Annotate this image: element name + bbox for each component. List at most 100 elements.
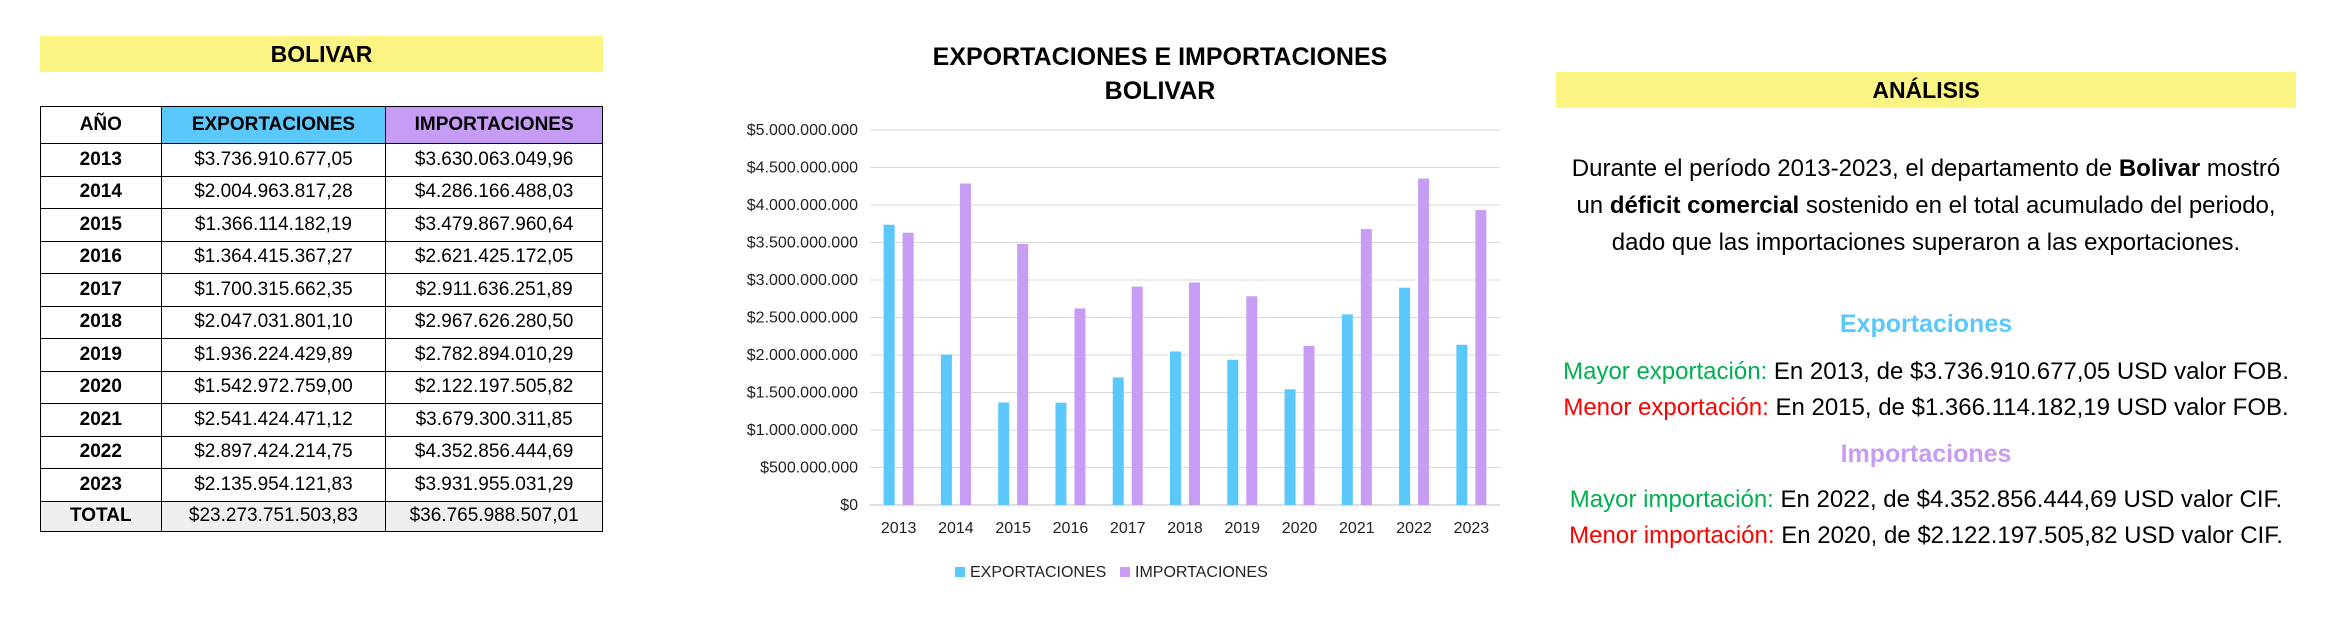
data-table: AÑO EXPORTACIONES IMPORTACIONES 2013 $3.7… (40, 106, 603, 532)
row-imports: $3.679.300.311,85 (385, 403, 603, 437)
chart-subtitle: BOLIVAR (1104, 77, 1216, 105)
bar-importaciones (1475, 210, 1487, 505)
row-exports: $1.542.972.759,00 (160, 370, 387, 404)
bar-importaciones (959, 183, 971, 505)
bar-exportaciones (1055, 402, 1067, 505)
bar-exportaciones (1399, 287, 1411, 505)
row-year: 2013 (40, 143, 162, 177)
row-exports: $1.700.315.662,35 (160, 273, 387, 307)
bar-importaciones (1246, 296, 1258, 505)
x-tick-label: 2020 (1282, 520, 1318, 537)
row-exports: $2.897.424.214,75 (160, 435, 387, 469)
x-tick-label: 2019 (1224, 520, 1260, 537)
bar-exportaciones (1456, 344, 1468, 505)
summary-text-3: sostenido en el total acumulado del peri… (1611, 192, 2276, 256)
table-body: 2013 $3.736.910.677,05 $3.630.063.049,96 20… (40, 143, 603, 532)
summary-text-2: mostró un (1576, 155, 2281, 219)
bar-chart: $0 $500.000.000 $1.000.000.000 $1.500.000.0… (747, 122, 1500, 581)
y-tick-label: $2.500.000.000 (747, 310, 858, 327)
y-tick-label: $3.500.000.000 (747, 235, 858, 252)
row-imports: $2.621.425.172,05 (385, 240, 603, 274)
row-imports: $2.967.626.280,50 (385, 305, 603, 339)
table-row: 2022 $2.897.424.214,75 $4.352.856.444,69 (40, 435, 603, 469)
bar-importaciones (1360, 229, 1372, 505)
bar-importaciones (1017, 244, 1029, 506)
summary-text-1: Durante el período 2013-2023, el departa… (1571, 155, 2119, 182)
bar-importaciones (1418, 178, 1430, 505)
table-row: 2020 $1.542.972.759,00 $2.122.197.505,82 (40, 370, 603, 404)
x-tick-label: 2017 (1110, 520, 1146, 537)
total-exports: $23.273.751.503,83 (160, 500, 387, 532)
table-banner: BOLIVAR (40, 36, 603, 72)
y-tick-label: $1.500.000.000 (747, 385, 858, 402)
y-tick-label: $2.000.000.000 (747, 347, 858, 364)
row-year: 2018 (40, 305, 162, 339)
imports-max-text: En 2022, de $4.352.856.444,69 USD valor … (1773, 486, 2283, 513)
row-exports: $2.004.963.817,28 (160, 175, 387, 209)
table-row: 2017 $1.700.315.662,35 $2.911.636.251,89 (40, 273, 603, 307)
row-imports: $2.122.197.505,82 (385, 370, 603, 404)
row-exports: $1.366.114.182,19 (160, 208, 387, 242)
row-year: 2019 (40, 338, 162, 372)
row-year: 2015 (40, 208, 162, 242)
imports-section-title: Importaciones (1840, 440, 2012, 468)
legend-swatch (1120, 567, 1130, 577)
row-year: 2022 (40, 435, 162, 469)
y-tick-label: $500.000.000 (760, 460, 858, 477)
row-exports: $2.135.954.121,83 (160, 468, 387, 502)
y-tick-label: $4.500.000.000 (747, 160, 858, 177)
total-imports: $36.765.988.507,01 (385, 500, 603, 532)
imports-max-label: Mayor importación: (1569, 486, 1774, 513)
row-year: 2014 (40, 175, 162, 209)
row-imports: $4.286.166.488,03 (385, 175, 603, 209)
exports-section-title: Exportaciones (1839, 310, 2013, 338)
exports-max-text: En 2013, de $3.736.910.677,05 USD valor … (1767, 358, 2289, 385)
row-year: 2020 (40, 370, 162, 404)
summary-bold-deficit: déficit comercial (1609, 192, 1800, 219)
row-imports: $2.911.636.251,89 (385, 273, 603, 307)
bar-importaciones (1189, 282, 1200, 505)
y-tick-label: $0 (840, 497, 858, 514)
bar-exportaciones (1341, 314, 1353, 505)
legend-label: EXPORTACIONES (970, 564, 1106, 581)
bar-exportaciones (940, 354, 952, 505)
y-tick-label: $4.000.000.000 (747, 197, 858, 214)
x-tick-label: 2023 (1454, 520, 1490, 537)
row-year: 2017 (40, 273, 162, 307)
y-tick-label: $1.000.000.000 (747, 422, 858, 439)
bar-exportaciones (1284, 389, 1296, 505)
y-tick-label: $5.000.000.000 (747, 122, 858, 139)
imports-max-line: Mayor importación: En 2022, de $4.352.85… (1556, 486, 2296, 514)
analysis-summary: Durante el período 2013-2023, el departa… (1556, 150, 2296, 261)
header-imports: IMPORTACIONES (385, 106, 603, 144)
imports-min-label: Menor importación: (1569, 522, 1775, 549)
table-row: 2021 $2.541.424.471,12 $3.679.300.311,85 (40, 403, 603, 437)
x-tick-label: 2014 (938, 520, 974, 537)
bar-importaciones (1074, 308, 1086, 505)
analysis-banner: ANÁLISIS (1556, 72, 2296, 108)
imports-min-text: En 2020, de $2.122.197.505,82 USD valor … (1774, 522, 2283, 549)
legend-label: IMPORTACIONES (1135, 564, 1268, 581)
row-year: 2016 (40, 240, 162, 274)
row-imports: $3.479.867.960,64 (385, 208, 603, 242)
x-tick-label: 2015 (995, 520, 1031, 537)
chart-title-block: EXPORTACIONES E IMPORTACIONES BOLIVAR (840, 40, 1480, 108)
row-imports: $3.931.955.031,29 (385, 468, 603, 502)
row-imports: $3.630.063.049,96 (385, 143, 603, 177)
chart-title: EXPORTACIONES E IMPORTACIONES (932, 43, 1388, 71)
row-imports: $4.352.856.444,69 (385, 435, 603, 469)
bar-exportaciones (883, 224, 895, 505)
header-year: AÑO (40, 106, 162, 144)
exports-min-text: En 2015, de $1.366.114.182,19 USD valor … (1768, 394, 2289, 421)
bar-exportaciones (1170, 351, 1181, 505)
x-tick-label: 2016 (1053, 520, 1089, 537)
row-year: 2023 (40, 468, 162, 502)
total-row: TOTAL $23.273.751.503,83 $36.765.988.507,0… (40, 500, 603, 532)
imports-min-line: Menor importación: En 2020, de $2.122.19… (1556, 522, 2296, 550)
table-row: 2019 $1.936.224.429,89 $2.782.894.010,29 (40, 338, 603, 372)
bar-importaciones (902, 232, 914, 505)
table-row: 2023 $2.135.954.121,83 $3.931.955.031,29 (40, 468, 603, 502)
row-year: 2021 (40, 403, 162, 437)
bar-importaciones (1303, 345, 1315, 505)
row-exports: $1.364.415.367,27 (160, 240, 387, 274)
